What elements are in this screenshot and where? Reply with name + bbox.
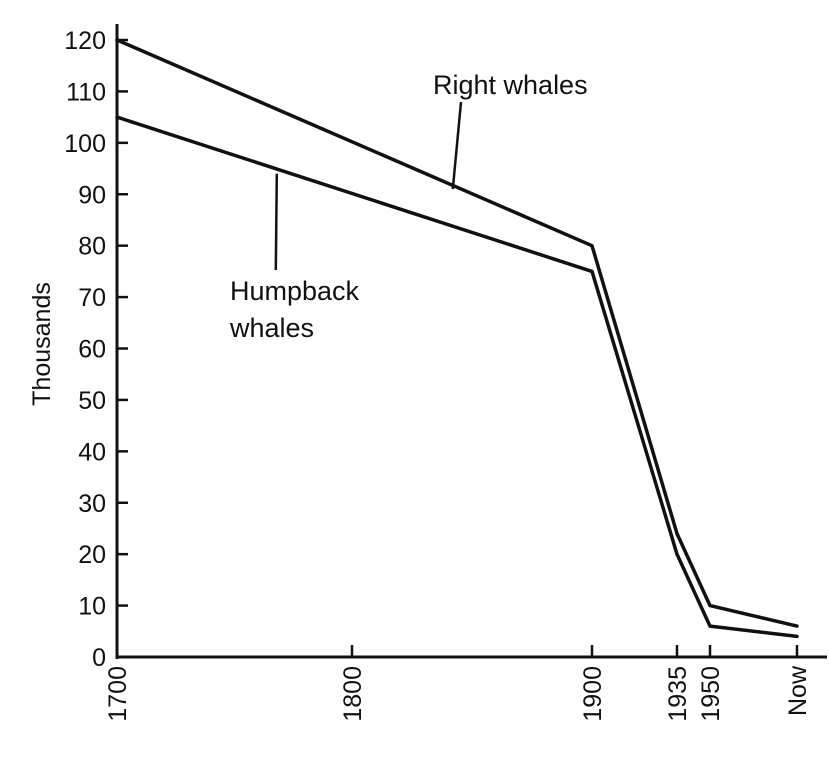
y-tick-label: 20 xyxy=(78,541,106,569)
x-tick-label: 1950 xyxy=(697,666,725,722)
leader-line-right-whales xyxy=(451,101,463,190)
x-tick-label: 1800 xyxy=(339,666,367,722)
y-tick-label: 80 xyxy=(78,233,106,261)
y-tick-label: 60 xyxy=(78,336,106,364)
y-tick-label: 40 xyxy=(78,438,106,466)
series-line-right-whales xyxy=(115,38,799,628)
leader-line-humpback-whales xyxy=(274,173,279,271)
y-tick-label: 120 xyxy=(64,27,106,55)
x-axis-ticks: 1700 1800 1900 1935 1950 Now xyxy=(104,645,812,722)
y-tick-label: 0 xyxy=(92,644,106,672)
series-label-humpback-whales: whales xyxy=(229,313,314,343)
y-tick-label: 50 xyxy=(78,387,106,415)
x-tick-label: Now xyxy=(784,665,812,716)
series-label-right-whales: Right whales xyxy=(433,70,588,100)
y-tick-label: 90 xyxy=(78,181,106,209)
x-tick-label: 1935 xyxy=(664,666,692,722)
series-label-humpback-whales: Humpback xyxy=(230,276,360,306)
x-tick-label: 1900 xyxy=(579,666,607,722)
y-tick-label: 10 xyxy=(78,593,106,621)
chart-axes xyxy=(115,24,827,659)
y-tick-label: 30 xyxy=(78,490,106,518)
x-tick-label: 1700 xyxy=(104,666,132,722)
y-tick-label: 110 xyxy=(66,78,106,106)
y-axis-title-group: Thousands xyxy=(28,282,56,406)
series-line-humpback-whales xyxy=(115,115,799,639)
y-axis-ticks: 0 10 20 30 40 50 60 70 80 90 100 110 120 xyxy=(64,27,128,672)
chart-series xyxy=(115,38,799,639)
y-axis-title: Thousands xyxy=(28,282,56,406)
y-tick-label: 100 xyxy=(64,130,106,158)
y-tick-label: 70 xyxy=(78,284,106,312)
series-annotations: Right whales Humpback whales xyxy=(229,70,588,343)
